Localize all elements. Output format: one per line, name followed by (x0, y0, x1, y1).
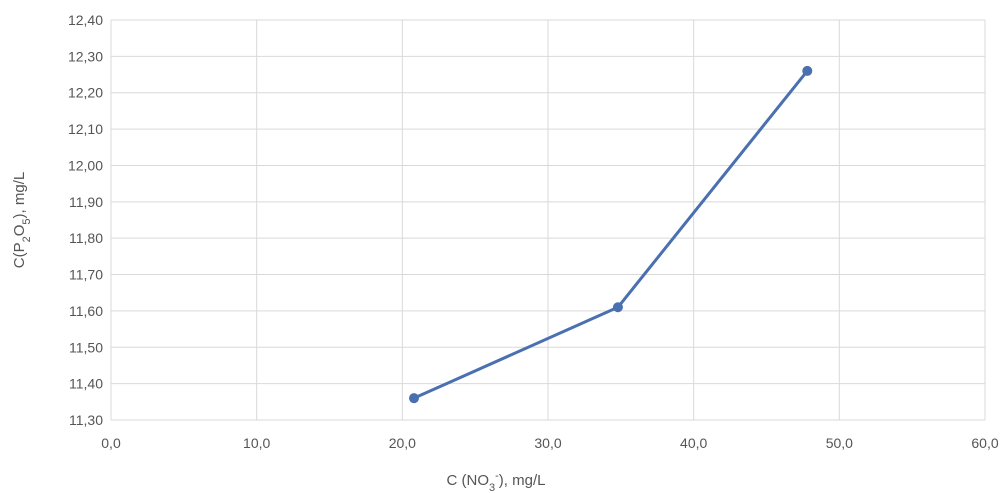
y-tick-label: 11,60 (69, 303, 103, 319)
axis-title-part: 2 (21, 236, 33, 242)
axis-title-part: ), mg/L (499, 472, 546, 489)
y-tick-label: 12,30 (68, 48, 103, 64)
axis-title-part: O (11, 225, 28, 237)
axis-title-part: C (NO (447, 472, 490, 489)
data-point (612, 302, 623, 313)
series-line (412, 69, 809, 400)
y-tick-label: 12,40 (68, 12, 103, 28)
axis-title-part: 5 (21, 218, 33, 224)
axis-title-part: - (495, 470, 499, 482)
y-tick-label: 11,40 (69, 376, 103, 392)
y-tick-label: 11,80 (69, 230, 103, 246)
data-point (408, 393, 419, 404)
x-tick-label: 10,0 (243, 435, 270, 451)
y-tick-label: 11,90 (69, 194, 103, 210)
y-tick-label: 11,30 (69, 412, 103, 428)
x-tick-label: 30,0 (534, 435, 561, 451)
x-tick-label: 50,0 (826, 435, 853, 451)
data-point (802, 65, 813, 76)
y-tick-label: 11,70 (69, 267, 103, 283)
x-tick-label: 60,0 (971, 435, 998, 451)
y-tick-label: 12,00 (68, 157, 103, 173)
y-axis-title: C(P2O5), mg/L (11, 172, 33, 268)
axis-title-part: C(P (11, 242, 28, 268)
x-tick-label: 20,0 (389, 435, 416, 451)
y-tick-label: 12,10 (68, 121, 103, 137)
y-tick-label: 12,20 (68, 85, 103, 101)
x-tick-label: 0,0 (101, 435, 121, 451)
x-tick-label: 40,0 (680, 435, 707, 451)
axis-title-part: ), mg/L (11, 172, 28, 219)
x-axis-title: C (NO3-), mg/L (447, 470, 546, 493)
axis-title-part: 3 (489, 482, 495, 493)
y-tick-label: 11,50 (69, 339, 103, 355)
